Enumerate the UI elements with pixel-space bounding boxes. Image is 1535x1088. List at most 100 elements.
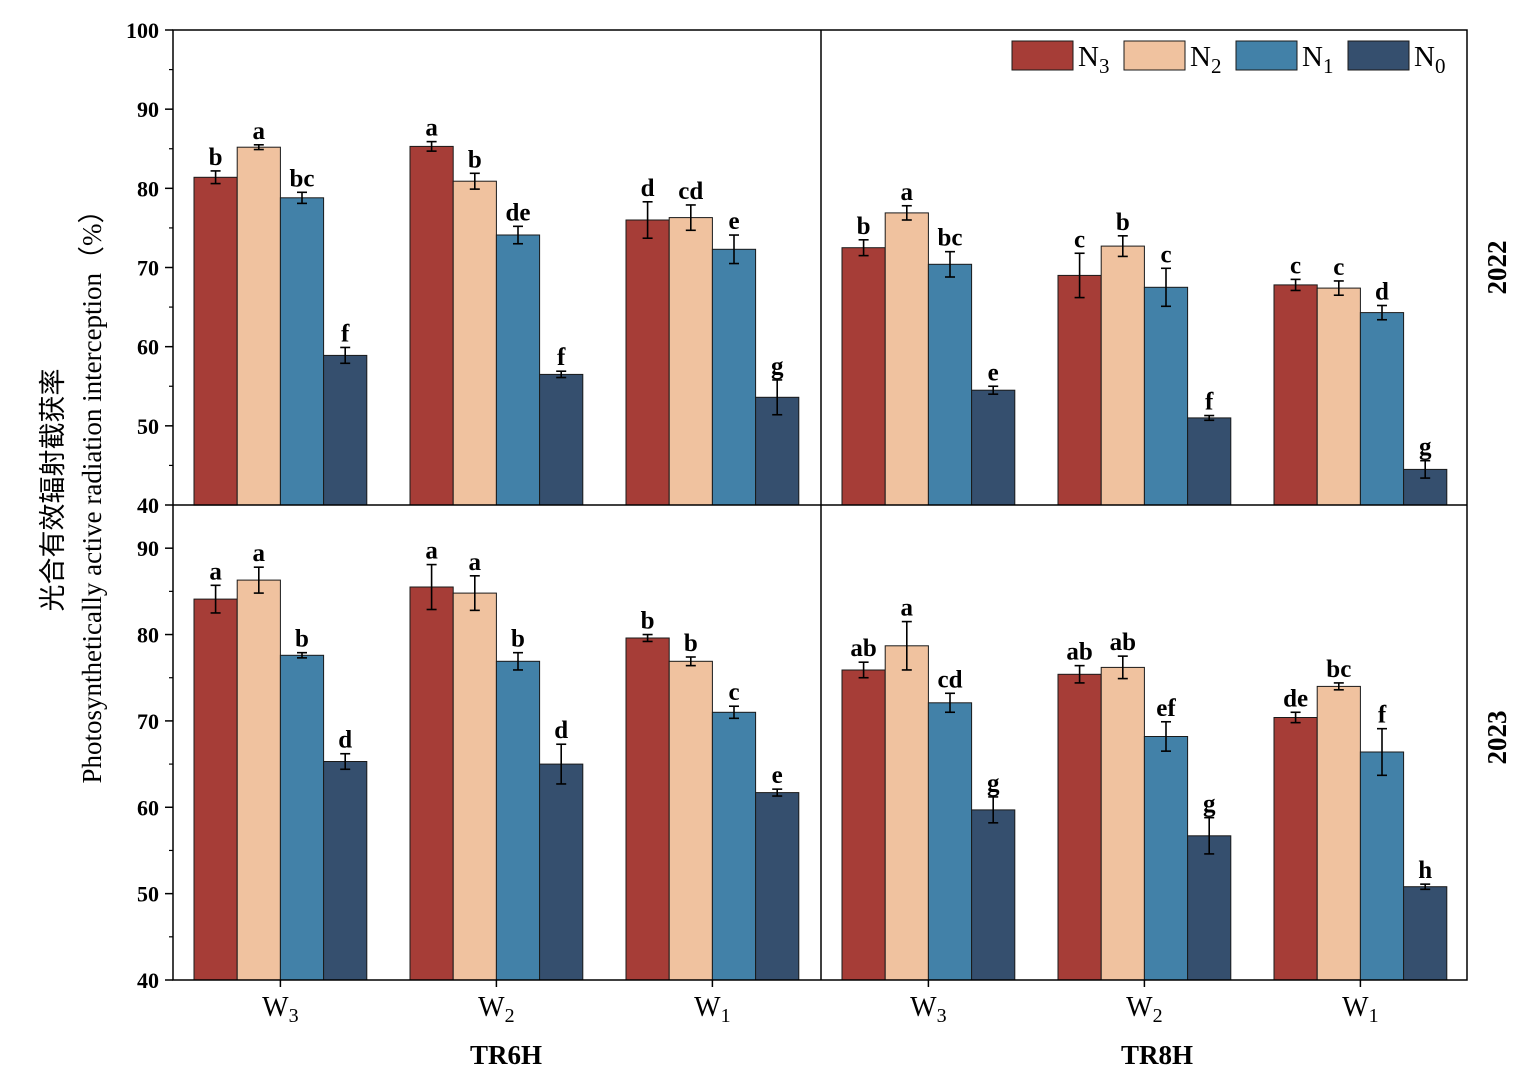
significance-letter: d	[554, 717, 568, 744]
bar-2023-TR6H-2-N0	[755, 792, 800, 981]
year-label: 2023	[1482, 711, 1512, 765]
bar-2022-TR6H-2-N2	[668, 217, 713, 506]
significance-letter: a	[253, 540, 266, 567]
legend-label-N2: N2	[1190, 41, 1221, 78]
significance-letter: e	[772, 762, 783, 789]
bar-2023-TR8H-2-N0	[1403, 886, 1448, 981]
bar-2023-TR8H-0-N2	[884, 645, 929, 981]
significance-letter: a	[469, 549, 482, 576]
significance-letter: d	[1375, 279, 1389, 306]
bar-2022-TR6H-1-N2	[452, 180, 497, 506]
legend-swatch-N2	[1123, 40, 1186, 71]
y-tick-label: 60	[137, 795, 159, 820]
y-tick-label: 100	[126, 18, 159, 43]
significance-letter: b	[684, 630, 698, 657]
bar-2022-TR8H-2-N2	[1316, 287, 1361, 506]
bar-2022-TR6H-1-N1	[495, 234, 541, 506]
bar-2022-TR6H-1-N0	[539, 373, 584, 506]
significance-letter: g	[1203, 791, 1216, 818]
y-tick-label: 80	[137, 623, 159, 648]
significance-letter: b	[641, 608, 655, 635]
significance-letter: a	[425, 538, 438, 565]
significance-letter: b	[511, 626, 525, 653]
bar-2022-TR6H-2-N1	[711, 248, 757, 506]
significance-letter: b	[1116, 209, 1130, 236]
significance-letter: c	[1333, 254, 1344, 281]
significance-letter: b	[209, 144, 223, 171]
significance-letter: h	[1418, 857, 1432, 884]
significance-letter: bc	[290, 165, 315, 192]
significance-letter: ab	[1066, 639, 1092, 666]
bar-2023-TR8H-2-N2	[1316, 685, 1361, 981]
bar-2023-TR6H-0-N0	[323, 761, 368, 981]
legend-swatch-N1	[1235, 40, 1298, 71]
significance-letter: b	[295, 626, 309, 653]
bar-2022-TR8H-2-N3	[1273, 284, 1318, 506]
y-tick-label: 40	[137, 968, 159, 993]
significance-letter: c	[1074, 226, 1085, 253]
significance-letter: f	[1378, 702, 1387, 729]
bar-2023-TR6H-2-N3	[625, 637, 670, 981]
bar-2023-TR6H-1-N0	[539, 763, 584, 981]
bars-layer	[193, 140, 1448, 981]
significance-letter: c	[728, 679, 739, 706]
bar-2022-TR6H-0-N1	[279, 197, 325, 506]
bar-2023-TR8H-2-N1	[1359, 751, 1405, 981]
legend-label-N3: N3	[1078, 41, 1109, 78]
y-tick-label: 80	[137, 176, 159, 201]
significance-letter: a	[209, 558, 222, 585]
significance-letter: f	[557, 344, 566, 371]
significance-letter: e	[728, 208, 739, 235]
significance-letter: ab	[850, 635, 876, 662]
significance-letter: cd	[938, 666, 963, 693]
group-label: TR6H	[470, 1040, 542, 1070]
significance-letter: b	[468, 146, 482, 173]
significance-letter: f	[341, 320, 350, 347]
bar-2023-TR6H-1-N1	[495, 660, 541, 981]
significance-letter: g	[987, 770, 1000, 797]
significance-letter: c	[1160, 241, 1171, 268]
bar-2023-TR6H-0-N2	[236, 579, 281, 981]
significance-letter: g	[1419, 434, 1432, 461]
significance-letter: bc	[938, 225, 963, 252]
bar-2023-TR8H-0-N1	[927, 702, 973, 981]
bar-2022-TR6H-0-N2	[236, 146, 281, 506]
y-tick-label: 50	[137, 414, 159, 439]
significance-letter: ef	[1156, 695, 1176, 722]
bar-2022-TR8H-1-N3	[1057, 274, 1102, 506]
y-tick-label: 60	[137, 335, 159, 360]
significance-letter: g	[771, 353, 784, 380]
bar-2023-TR8H-1-N3	[1057, 673, 1102, 981]
frame-layer	[165, 29, 1468, 987]
bar-2023-TR8H-1-N2	[1100, 666, 1145, 981]
x-tick-label: W3	[262, 992, 298, 1027]
bar-2022-TR6H-0-N3	[193, 176, 238, 506]
significance-letter: a	[901, 179, 914, 206]
y-tick-label: 90	[137, 536, 159, 561]
y-tick-label: 50	[137, 882, 159, 907]
significance-letter: d	[338, 727, 352, 754]
y-tick-label: 70	[137, 709, 159, 734]
y-axis-title-english: Photosynthetically active radiation inte…	[77, 196, 107, 783]
x-tick-label: W2	[1126, 992, 1162, 1027]
significance-letter: a	[425, 115, 438, 142]
legend-swatch-N0	[1347, 40, 1410, 71]
bar-2023-TR8H-0-N0	[971, 809, 1016, 981]
x-tick-label: W2	[478, 992, 514, 1027]
bar-2023-TR6H-0-N1	[279, 654, 325, 981]
significance-letter: ab	[1110, 629, 1136, 656]
year-label: 2022	[1482, 241, 1512, 295]
y-tick-label: 90	[137, 97, 159, 122]
bar-2023-TR6H-2-N2	[668, 660, 713, 981]
bar-2022-TR8H-0-N0	[971, 389, 1016, 506]
bar-2022-TR8H-0-N3	[841, 247, 886, 506]
y-tick-label: 40	[137, 493, 159, 518]
group-label: TR8H	[1121, 1040, 1193, 1070]
bar-2022-TR6H-1-N3	[409, 145, 454, 506]
x-tick-label: W1	[1342, 992, 1378, 1027]
significance-letter: b	[857, 213, 871, 240]
bar-2023-TR8H-2-N3	[1273, 717, 1318, 981]
significance-letter: a	[253, 118, 266, 145]
